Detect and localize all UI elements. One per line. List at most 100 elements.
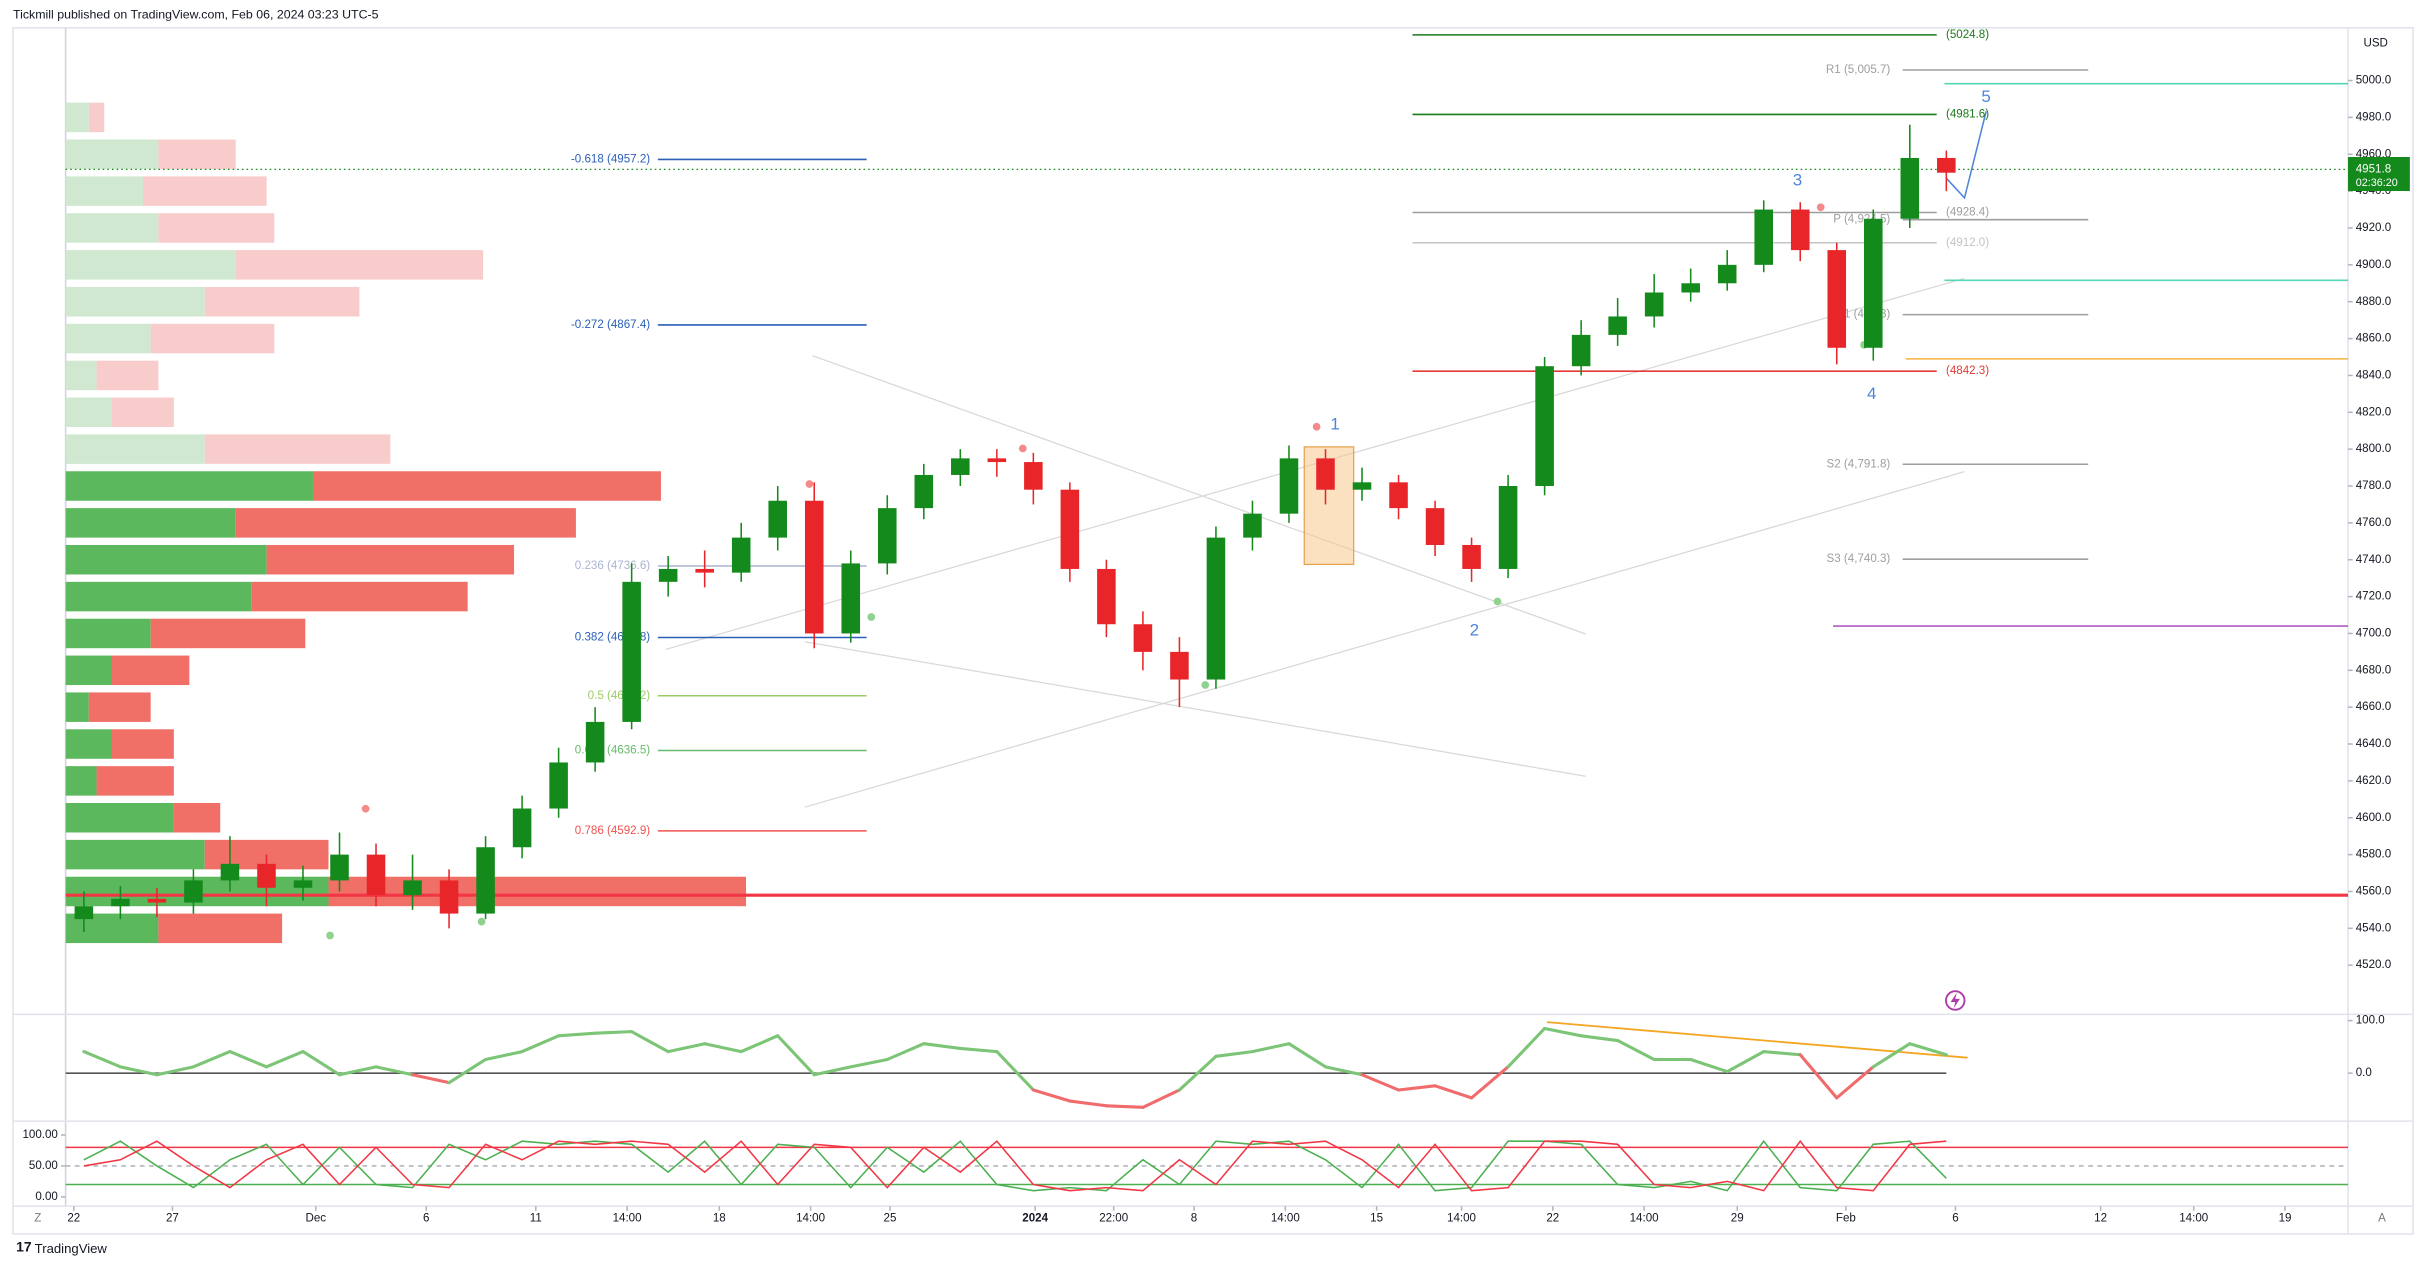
- volume-profile-down: [235, 250, 484, 280]
- stochastic-line: [83, 1139, 1947, 1192]
- y-tick-label: 4540.0: [2356, 922, 2391, 934]
- y-tick-label: 4680.0: [2356, 664, 2391, 676]
- volume-profile-up: [65, 803, 174, 833]
- volume-profile-up: [65, 508, 236, 538]
- candle-body: [987, 458, 1007, 463]
- y-tick-label: 4760.0: [2356, 517, 2391, 529]
- candle-body: [1717, 264, 1737, 284]
- channel-line: [804, 471, 1965, 808]
- volume-profile-down: [328, 876, 747, 907]
- oscillator-segment: [191, 1050, 232, 1069]
- y-tick-label: 4980.0: [2356, 111, 2391, 123]
- oscillator-segment: [885, 1042, 926, 1062]
- volume-profile-down: [158, 139, 236, 170]
- oscillator-segment: [1725, 1050, 1766, 1074]
- candle-body: [768, 500, 788, 538]
- candle-body: [1754, 209, 1773, 265]
- x-tick-label: 6: [423, 1213, 429, 1225]
- level-label: S3 (4,740.3): [1827, 553, 1891, 565]
- volume-profile-up: [65, 397, 113, 428]
- y-tick-label: 4740.0: [2356, 554, 2391, 566]
- axis-button[interactable]: Z: [34, 1213, 41, 1225]
- wave-label: 2: [1470, 620, 1479, 639]
- oscillator-segment: [849, 1057, 889, 1069]
- volume-profile-up: [65, 471, 314, 501]
- footer-logo[interactable]: TradingView: [35, 1241, 108, 1256]
- alert-icon[interactable]: [1945, 990, 1966, 1011]
- volume-profile-up: [65, 250, 236, 280]
- candle-body: [257, 863, 276, 888]
- y-tick-label: 4780.0: [2356, 480, 2391, 492]
- volume-profile-down: [112, 397, 174, 428]
- x-tick-label: 14:00: [796, 1213, 825, 1225]
- volume-profile-down: [173, 803, 221, 833]
- x-tick-label: 25: [884, 1213, 897, 1225]
- volume-profile-up: [65, 286, 205, 317]
- wave-label: 3: [1793, 170, 1802, 189]
- volume-profile-up: [65, 839, 205, 870]
- oscillator-segment: [1360, 1073, 1401, 1092]
- y-tick-label: 4520.0: [2356, 959, 2391, 971]
- candle-body: [111, 898, 130, 907]
- oscillator-segment: [557, 1031, 597, 1038]
- x-tick-label: 14:00: [613, 1213, 642, 1225]
- volume-profile-down: [96, 360, 159, 391]
- channel-line: [804, 641, 1586, 777]
- oscillator-segment: [812, 1065, 853, 1077]
- oscillator-segment: [337, 1065, 378, 1077]
- signal-dot: [361, 804, 370, 813]
- candle-body: [147, 898, 167, 903]
- y-tick-label: 4920.0: [2356, 222, 2391, 234]
- y-tick-label: 4820.0: [2356, 406, 2391, 418]
- x-tick-label: 14:00: [1447, 1213, 1476, 1225]
- y-tick-label: 4840.0: [2356, 369, 2391, 381]
- y-tick-label: 4720.0: [2356, 591, 2391, 603]
- volume-profile-up: [65, 618, 151, 649]
- candle-body: [914, 474, 934, 509]
- x-tick-label: 22: [67, 1213, 80, 1225]
- candle-body: [1425, 508, 1445, 545]
- candle-body: [585, 721, 605, 763]
- candle-body: [1060, 489, 1080, 569]
- wave-projection: [1945, 111, 1987, 200]
- oscillator-segment: [484, 1050, 524, 1062]
- oscillator-segment: [82, 1050, 122, 1069]
- candle-body: [476, 847, 495, 914]
- x-tick-label: 14:00: [1630, 1213, 1659, 1225]
- level-label: (4842.3): [1946, 365, 1989, 377]
- oscillator-segment: [1871, 1042, 1912, 1069]
- oscillator-segment: [703, 1042, 743, 1054]
- oscillator-segment: [1031, 1088, 1072, 1103]
- decorations: [326, 111, 1987, 1011]
- oscillator-segment: [995, 1050, 1035, 1092]
- candle-body: [549, 762, 568, 809]
- stochastic-line: [83, 1139, 1947, 1192]
- oscillator-segment: [1762, 1050, 1802, 1057]
- oscillator-segment: [1506, 1026, 1547, 1069]
- layer: [65, 1139, 2349, 1192]
- volume-profile-up: [65, 655, 113, 686]
- layer: 22 27 Dec 6 11 14:00 18 14:00 25 2024 22:00 8 14:00 1…: [67, 1206, 2291, 1225]
- wave-label: 4: [1867, 384, 1876, 403]
- y-tick-label: 4600.0: [2356, 812, 2391, 824]
- axis-button[interactable]: A: [2378, 1213, 2386, 1225]
- countdown: 02:36:20: [2356, 177, 2398, 189]
- candle-body: [695, 568, 714, 573]
- x-tick-label: 18: [713, 1213, 726, 1225]
- chart-frame: [12, 27, 2414, 1235]
- candle-body: [330, 854, 349, 881]
- candle-body: [878, 508, 897, 564]
- level-label: -0.272 (4867.4): [571, 319, 650, 331]
- candle-body: [1170, 651, 1189, 680]
- y-tick-label: 4560.0: [2356, 886, 2391, 898]
- layer: [65, 1026, 1948, 1109]
- candle-body: [622, 581, 641, 722]
- oscillator-segment: [1835, 1065, 1875, 1100]
- candle-body: [1024, 462, 1043, 490]
- oscillator-segment: [264, 1050, 305, 1069]
- x-tick-label: 14:00: [2179, 1213, 2208, 1225]
- x-tick-label: 14:00: [1271, 1213, 1300, 1225]
- oscillator-segment: [1616, 1039, 1656, 1062]
- y-tick-label: 0.0: [2356, 1067, 2372, 1079]
